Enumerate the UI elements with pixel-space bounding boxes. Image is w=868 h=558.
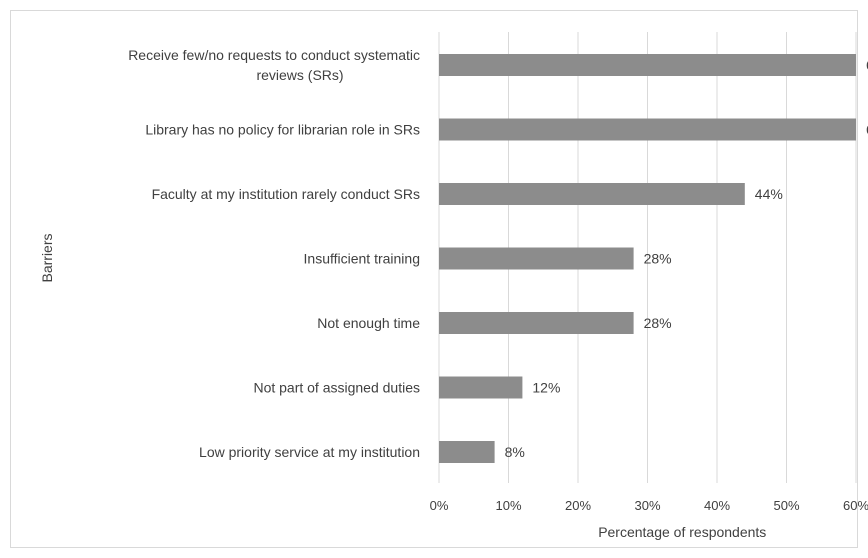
x-tick-label: 30% <box>634 498 660 513</box>
bars <box>439 54 856 463</box>
x-tick-label: 10% <box>495 498 521 513</box>
data-label: 60% <box>866 122 868 138</box>
data-label: 28% <box>644 315 672 331</box>
data-label: 44% <box>755 186 783 202</box>
y-axis-title: Barriers <box>39 233 55 282</box>
data-label: 28% <box>644 251 672 267</box>
x-tick-label: 60% <box>843 498 868 513</box>
gridlines <box>438 32 857 483</box>
data-label: 8% <box>505 444 525 460</box>
bar <box>439 441 495 463</box>
category-label: Insufficient training <box>304 251 420 267</box>
bar <box>439 376 523 399</box>
x-tick-label: 0% <box>430 498 449 513</box>
category-label: Receive few/no requests to conduct syste… <box>128 47 420 83</box>
category-label: Not enough time <box>317 315 420 331</box>
data-label: 12% <box>532 380 560 396</box>
x-tick-label: 40% <box>704 498 730 513</box>
x-tick-label: 50% <box>773 498 799 513</box>
x-tick-label: 20% <box>565 498 591 513</box>
category-label: Low priority service at my institution <box>199 444 420 460</box>
bar <box>439 118 856 141</box>
category-label: Faculty at my institution rarely conduct… <box>152 186 420 202</box>
data-labels: 60% 60% 44% 28% 28% 12% 8% <box>505 57 868 460</box>
category-label: Library has no policy for librarian role… <box>145 122 420 138</box>
x-tick-labels: 0%10%20%30%40%50%60%70% <box>430 498 868 513</box>
bar <box>439 54 856 76</box>
bar <box>439 183 745 205</box>
category-labels: Receive few/no requests to conduct syste… <box>128 47 420 460</box>
x-axis-title: Percentage of respondents <box>598 524 766 540</box>
data-label: 60% <box>866 57 868 73</box>
bar <box>439 247 634 270</box>
category-label: Not part of assigned duties <box>253 380 420 396</box>
bar <box>439 312 634 334</box>
